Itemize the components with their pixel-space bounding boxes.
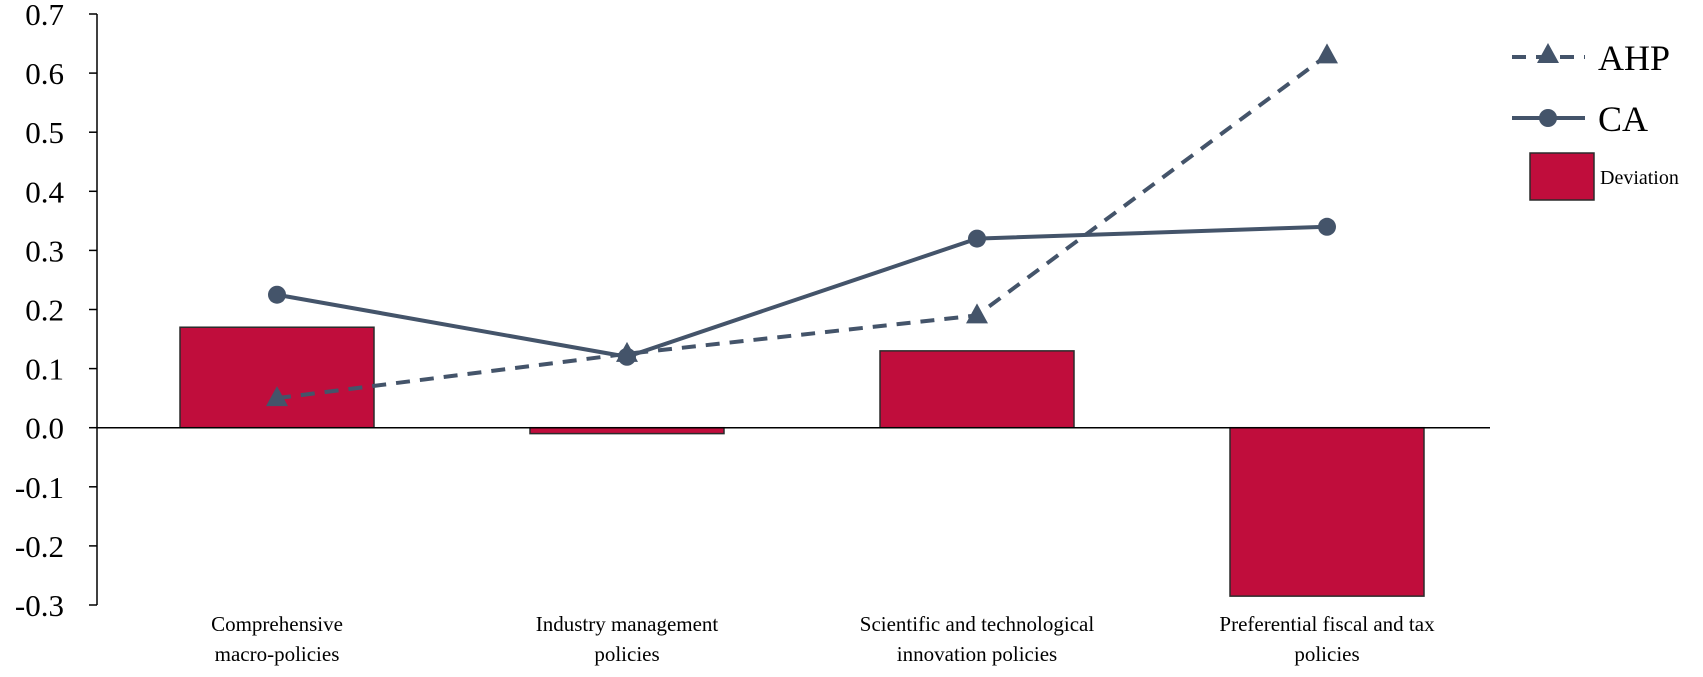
ahp-point: [966, 303, 988, 324]
axes: [89, 13, 1490, 606]
ca-point: [1318, 217, 1336, 236]
deviation-bars: [179, 326, 1425, 597]
legend-item-ca: CA: [1512, 99, 1648, 139]
deviation-bar: [879, 350, 1075, 429]
x-category-label: Scientific and technological innovation p…: [860, 612, 1095, 666]
legend: AHP CA Deviation: [1512, 38, 1679, 201]
ahp-line: [276, 53, 1329, 401]
legend-item-deviation: Deviation: [1529, 152, 1679, 201]
deviation-bar: [1229, 426, 1425, 597]
legend-ahp-triangle-marker: [1537, 43, 1559, 63]
ca-point: [618, 347, 636, 366]
legend-ca-label: CA: [1598, 99, 1648, 139]
y-tick-label: -0.1: [15, 470, 64, 505]
y-tick-label: -0.3: [15, 588, 64, 623]
ahp-point: [1316, 43, 1338, 64]
y-tick-label: 0.1: [25, 352, 64, 387]
y-tick-label: 0.4: [25, 174, 64, 209]
ahp-point: [266, 386, 288, 407]
y-tick-labels: 0.7 0.6 0.5 0.4 0.3 0.2 0.1 0.0 -0.1 -0.2 -0.3: [15, 0, 65, 623]
legend-deviation-swatch: [1529, 152, 1595, 201]
y-tick-label: 0.2: [25, 293, 64, 328]
y-tick-label: 0.6: [25, 56, 64, 91]
deviation-bar: [179, 326, 375, 429]
deviation-bar: [529, 426, 725, 435]
ca-point: [268, 285, 286, 304]
x-category-labels: Comprehensive macro-policies Industry mana…: [211, 612, 1435, 666]
series-lines: [266, 43, 1338, 407]
y-tick-label: 0.0: [25, 411, 64, 446]
ca-line: [276, 224, 1328, 359]
y-tick-label: 0.7: [25, 0, 64, 32]
y-tick-label: -0.2: [15, 529, 64, 564]
x-category-label: Comprehensive macro-policies: [211, 612, 343, 666]
legend-ahp-label: AHP: [1598, 38, 1670, 78]
x-category-label: Industry management policies: [536, 612, 719, 666]
y-tick-label: 0.3: [25, 233, 64, 268]
legend-item-ahp: AHP: [1512, 38, 1670, 78]
x-category-label: Preferential fiscal and tax policies: [1219, 612, 1435, 666]
legend-ca-circle-marker: [1539, 109, 1557, 127]
ca-point: [968, 229, 986, 248]
legend-deviation-label: Deviation: [1600, 167, 1679, 189]
y-tick-label: 0.5: [25, 115, 64, 150]
